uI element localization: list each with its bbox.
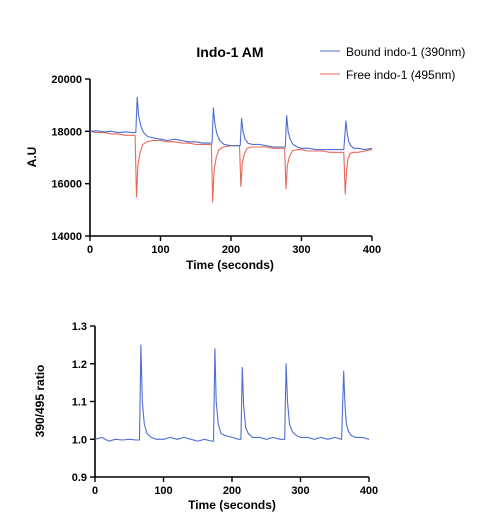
series-lines (89, 96, 373, 203)
y-axis-title: 390/495 ratio (33, 365, 47, 438)
x-tick-label: 400 (363, 244, 381, 256)
x-tick-label: 300 (292, 244, 310, 256)
legend-label-free: Free indo-1 (495nm) (346, 68, 455, 82)
series-line-ratio (94, 344, 370, 442)
x-tick-label: 0 (87, 244, 93, 256)
chart-title: Indo-1 AM (196, 44, 263, 60)
ratio-chart: 0 100 200 300 400 0.9 1.0 1.1 1.2 1.3 Time (seco… (33, 321, 378, 512)
y-tick-label: 1.3 (72, 321, 87, 333)
x-tick-label: 100 (154, 485, 172, 497)
y-tick-label: 20000 (51, 74, 82, 86)
y-tick-label: 16000 (51, 179, 82, 191)
y-tick-label: 1.1 (72, 397, 87, 409)
y-tick-label: 14000 (51, 231, 82, 243)
x-axis-title: Time (seconds) (186, 258, 274, 272)
x-ticks: 0 100 200 300 400 (87, 236, 381, 256)
y-tick-label: 0.9 (72, 472, 87, 484)
series-lines (94, 344, 370, 442)
calcium-intensity-chart: Indo-1 AM Bound indo-1 (390nm) Free indo… (25, 44, 465, 272)
y-tick-label: 1.2 (72, 359, 87, 371)
x-tick-label: 0 (92, 485, 98, 497)
x-tick-label: 100 (151, 244, 169, 256)
x-tick-label: 200 (223, 485, 241, 497)
legend: Bound indo-1 (390nm) Free indo-1 (495nm) (320, 45, 465, 82)
series-line-bound-indo-1-390nm (89, 96, 373, 151)
x-tick-label: 400 (360, 485, 378, 497)
legend-label-bound: Bound indo-1 (390nm) (346, 45, 465, 59)
y-axis-title: A.U (25, 147, 39, 168)
x-axis-title: Time (seconds) (188, 498, 276, 512)
x-tick-label: 200 (222, 244, 240, 256)
x-ticks: 0 100 200 300 400 (92, 477, 378, 497)
series-line-free-indo-1-495nm (89, 130, 373, 203)
y-tick-label: 18000 (51, 126, 82, 138)
x-tick-label: 300 (291, 485, 309, 497)
y-ticks: 0.9 1.0 1.1 1.2 1.3 (72, 321, 95, 484)
y-tick-label: 1.0 (72, 434, 87, 446)
y-ticks: 14000 16000 18000 20000 (51, 74, 90, 243)
